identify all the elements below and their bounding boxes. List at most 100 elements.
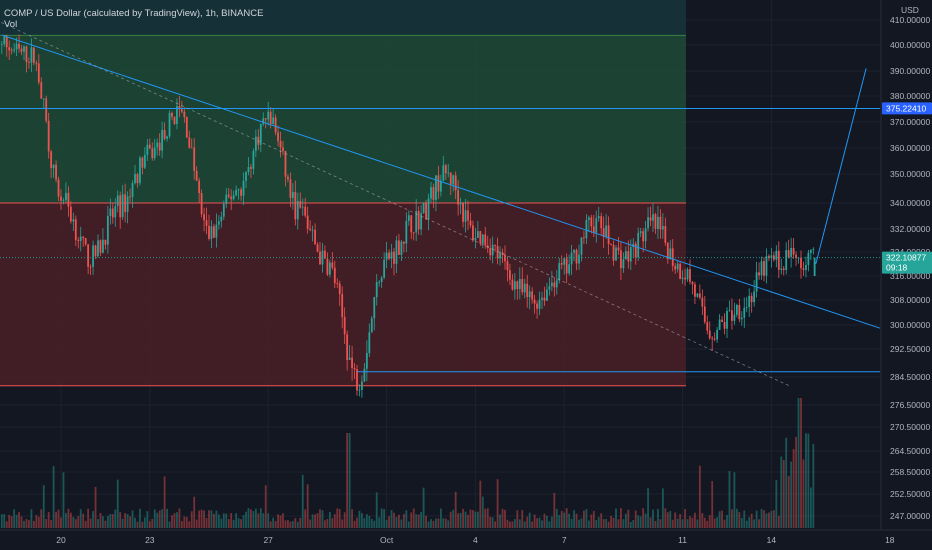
volume-bar — [462, 508, 464, 528]
volume-bar — [479, 480, 482, 528]
candle-body — [721, 319, 723, 323]
candle-body — [89, 266, 92, 268]
y-tick-label: 247.00000 — [890, 511, 930, 521]
candle-body — [538, 299, 541, 309]
volume-bar — [632, 520, 635, 528]
candle-body — [299, 201, 302, 208]
volume-bar — [590, 514, 593, 528]
x-tick-label: 11 — [678, 535, 687, 545]
candle-body — [178, 106, 181, 110]
candle-body — [694, 284, 696, 297]
volume-bar — [454, 491, 457, 528]
candle-body — [728, 310, 731, 312]
candle-body — [763, 261, 765, 276]
volume-bar — [703, 517, 706, 528]
candle-body — [289, 179, 292, 198]
volume-bar — [560, 510, 563, 528]
candle-body — [435, 175, 437, 200]
candle-body — [723, 322, 726, 329]
volume-bar — [716, 517, 719, 528]
volume-bar — [597, 517, 600, 528]
candle-body — [602, 228, 605, 237]
candle-body — [580, 237, 583, 255]
volume-bar — [232, 519, 235, 528]
volume-bar — [390, 510, 393, 528]
volume-bar — [676, 518, 679, 528]
volume-bar — [733, 472, 736, 528]
volume-bar — [188, 521, 191, 528]
volume-bar — [768, 512, 770, 528]
volume-bar — [106, 515, 109, 528]
candle-body — [173, 116, 176, 124]
candle-body — [301, 206, 304, 208]
volume-bar — [370, 518, 373, 528]
candle-body — [755, 272, 758, 292]
volume-bar — [146, 511, 149, 528]
volume-bar — [247, 508, 250, 528]
volume-bar — [346, 433, 349, 528]
volume-bar — [104, 520, 107, 528]
candle-body — [131, 183, 134, 197]
candle-body — [610, 243, 612, 245]
candle-body — [200, 193, 203, 215]
volume-bar — [185, 517, 188, 528]
candle-body — [77, 239, 80, 241]
y-axis-labels: 410.00000 400.00000 390.00000 380.00000 370.… — [890, 15, 930, 521]
volume-bar — [166, 508, 168, 528]
candle-body — [69, 206, 72, 222]
drawing-lines[interactable] — [0, 20, 881, 387]
volume-bar — [72, 516, 75, 528]
volume-bar — [121, 518, 124, 528]
volume-bar — [691, 517, 694, 528]
volume-bar — [499, 514, 501, 528]
volume-bar — [124, 513, 127, 528]
candle-body — [615, 247, 617, 261]
y-tick-label: 332.00000 — [890, 224, 930, 234]
volume-bar — [163, 476, 166, 528]
candle-body — [343, 317, 346, 335]
candle-body — [770, 255, 773, 259]
volume-bar — [79, 509, 82, 528]
volume-bar — [195, 519, 198, 528]
candle-body — [491, 244, 494, 256]
candle-body — [65, 192, 67, 201]
time-axis[interactable] — [0, 530, 932, 550]
candle-body — [479, 231, 482, 244]
candle-body — [644, 228, 647, 242]
candle-body — [513, 281, 516, 290]
volume-bar — [664, 508, 667, 528]
candle-body — [358, 389, 361, 391]
volume-bar — [543, 513, 546, 528]
candle-body — [351, 357, 353, 369]
x-tick-label: 14 — [767, 535, 777, 545]
volume-bar — [116, 479, 119, 528]
volume-bar — [114, 509, 117, 528]
volume-bar — [649, 517, 652, 528]
candle-body — [521, 279, 524, 293]
candle-body — [496, 245, 499, 259]
volume-bar — [787, 475, 790, 528]
volume-bar — [425, 515, 427, 528]
volume-bar — [109, 513, 112, 528]
volume-bar — [23, 520, 25, 528]
candle-body — [592, 226, 595, 233]
volume-bar — [225, 513, 228, 528]
candle-body — [422, 202, 425, 214]
candle-body — [439, 180, 442, 192]
volume-bar — [131, 510, 134, 528]
candle-body — [531, 291, 534, 300]
y-tick-label: 270.50000 — [890, 422, 930, 432]
volume-bar — [37, 516, 40, 528]
x-tick-label: 4 — [473, 535, 478, 545]
volume-bar — [173, 513, 176, 528]
volume-indicator-label[interactable]: Vol — [4, 19, 18, 30]
volume-bar — [755, 510, 758, 528]
volume-bar — [504, 509, 506, 528]
x-tick-label: 7 — [562, 535, 567, 545]
candle-body — [272, 117, 275, 124]
candle-body — [696, 293, 699, 297]
volume-bar — [289, 521, 292, 528]
volume-bar — [578, 519, 580, 528]
volume-bar — [674, 512, 677, 528]
